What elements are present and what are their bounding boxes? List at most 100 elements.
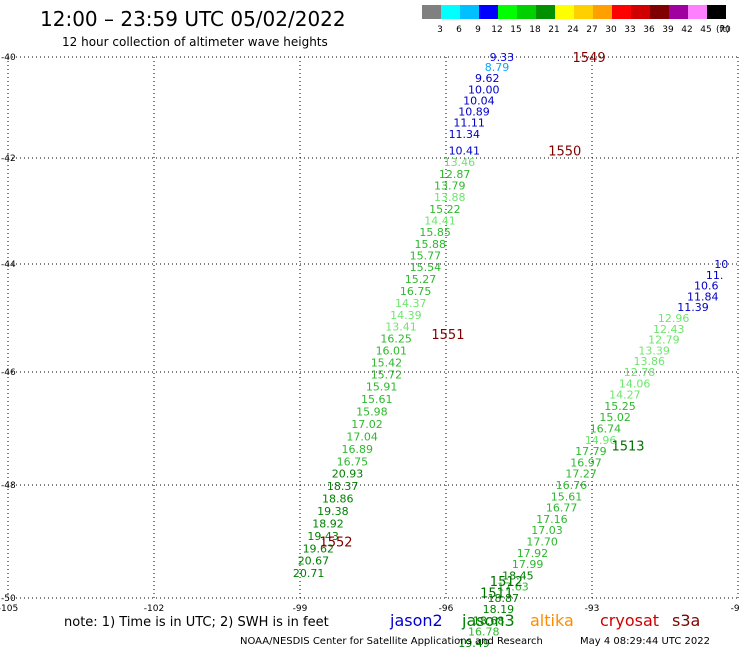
wave-height-label: 14.27 — [609, 389, 641, 402]
wave-height-label: 13.39 — [638, 344, 670, 357]
wave-height-label: 15.77 — [410, 250, 442, 263]
wave-height-label: 15.27 — [405, 273, 437, 286]
color-scale-label: 30 — [605, 25, 617, 35]
wave-height-label: 15.88 — [415, 238, 447, 251]
color-scale-label: 15 — [510, 25, 521, 35]
color-scale-label: 6 — [456, 25, 462, 35]
wave-height-label: 11.84 — [687, 290, 719, 303]
wave-height-label: 17.03 — [531, 524, 563, 537]
color-swatch — [498, 5, 517, 19]
y-tick-label: -50 — [1, 594, 16, 604]
wave-height-label: 10.00 — [468, 83, 500, 96]
wave-height-label: 13.88 — [434, 191, 466, 204]
wave-height-label: 13.79 — [434, 180, 466, 193]
wave-height-label: 16.74 — [590, 423, 622, 436]
wave-height-label: 20.71 — [293, 567, 325, 580]
x-tick-label: -90 — [731, 604, 740, 614]
wave-height-label: 13.46 — [444, 156, 476, 169]
wave-height-label: 12.79 — [648, 334, 680, 347]
wave-height-label: 14.96 — [585, 434, 617, 447]
wave-height-label: 12.43 — [653, 323, 685, 336]
y-tick-label: -40 — [1, 53, 16, 63]
footer-credit: NOAA/NESDIS Center for Satellite Applica… — [240, 636, 543, 647]
pass-number-label: 1513 — [611, 439, 644, 454]
wave-height-label: 15.98 — [356, 406, 388, 419]
wave-height-label: 17.02 — [351, 418, 383, 431]
wave-height-label: 19.62 — [303, 542, 335, 555]
color-scale-unit: (ft) — [716, 25, 730, 35]
wave-height-label: 15.91 — [366, 381, 398, 394]
x-tick-label: -105 — [0, 604, 18, 614]
wave-height-label: 17.79 — [575, 445, 607, 458]
wave-height-label: 14.37 — [395, 297, 427, 310]
wave-height-label: 19.49 — [458, 637, 490, 650]
color-scale-label: 12 — [491, 25, 502, 35]
wave-height-label: 13.86 — [634, 355, 666, 368]
wave-height-label: 15.72 — [371, 368, 403, 381]
wave-height-label: 16.78 — [468, 626, 500, 639]
wave-height-label: 15.61 — [361, 393, 393, 406]
wave-height-label: 15.22 — [429, 203, 461, 216]
wave-height-label: 14.06 — [619, 377, 651, 390]
wave-height-label: 15.42 — [371, 356, 403, 369]
color-scale-label: 27 — [586, 25, 597, 35]
wave-height-label: 18.37 — [327, 480, 359, 493]
chart-title: 12:00 – 23:59 UTC 05/02/2022 — [40, 7, 346, 31]
color-swatch — [612, 5, 631, 19]
wave-height-label: 11.34 — [449, 128, 481, 141]
wave-height-label: 10.6 — [694, 280, 719, 293]
wave-height-label: 12.96 — [658, 312, 690, 325]
y-tick-label: -42 — [1, 154, 16, 164]
satellite-legend-entry: cryosat — [600, 611, 659, 630]
wave-height-label: 12.87 — [439, 168, 471, 181]
color-swatch — [536, 5, 555, 19]
footer-timestamp: May 4 08:29:44 UTC 2022 — [580, 636, 710, 647]
wave-height-label: 18.45 — [502, 569, 534, 582]
wave-height-label: 16.77 — [546, 502, 578, 515]
wave-height-label: 18.49 — [444, 648, 476, 650]
pass-number-label: 1551 — [431, 328, 464, 343]
satellite-legend-entry: s3a — [672, 611, 700, 630]
wave-height-label: 15.02 — [599, 411, 631, 424]
wave-height-label: 17.16 — [536, 513, 568, 526]
y-tick-label: -46 — [1, 368, 16, 378]
x-tick-label: -99 — [293, 604, 308, 614]
x-tick-label: -102 — [144, 604, 164, 614]
wave-height-label: 13.41 — [385, 321, 417, 334]
color-swatch — [650, 5, 669, 19]
pass-number-label: 1552 — [319, 536, 352, 551]
footer-note: note: 1) Time is in UTC; 2) SWH is in fe… — [64, 615, 329, 630]
color-scale-label: 45 — [700, 25, 711, 35]
wave-height-label: 18.19 — [483, 603, 515, 616]
color-scale-label: 24 — [567, 25, 579, 35]
pass-number-label: 1512 — [490, 575, 523, 590]
wave-height-label: 11.11 — [453, 117, 485, 130]
satellite-legend-entry: jason3 — [461, 611, 515, 630]
wave-height-label: 9.62 — [475, 72, 500, 85]
color-swatch — [441, 5, 460, 19]
satellite-legend-entry: jason2 — [389, 611, 443, 630]
color-swatch — [555, 5, 574, 19]
color-scale-label: 9 — [475, 25, 481, 35]
wave-height-label: 17.99 — [512, 558, 544, 571]
wave-height-label: 19.43 — [307, 530, 339, 543]
wave-height-label: 14.39 — [390, 309, 422, 322]
wave-height-label: 10.41 — [449, 144, 481, 157]
wave-height-label: 20.93 — [332, 468, 364, 481]
color-swatch — [707, 5, 726, 19]
wave-height-label: 8.79 — [485, 61, 510, 74]
satellite-legend-entry: altika — [530, 611, 574, 630]
color-swatch — [688, 5, 707, 19]
wave-height-label: 16.75 — [337, 455, 369, 468]
wave-height-label: 9.33 — [490, 51, 515, 64]
wave-height-label: 15.54 — [410, 261, 442, 274]
color-scale-label: 21 — [548, 25, 559, 35]
wave-height-label: 18.68 — [473, 614, 505, 627]
wave-height-label: 17.27 — [565, 468, 597, 481]
color-scale-label: 70 — [719, 25, 731, 35]
wave-height-label: 16.75 — [400, 285, 432, 298]
wave-height-label: 12.78 — [624, 366, 656, 379]
wave-height-label: 16.76 — [556, 479, 588, 492]
x-tick-label: -93 — [585, 604, 600, 614]
wave-height-label: 16.89 — [342, 443, 374, 456]
